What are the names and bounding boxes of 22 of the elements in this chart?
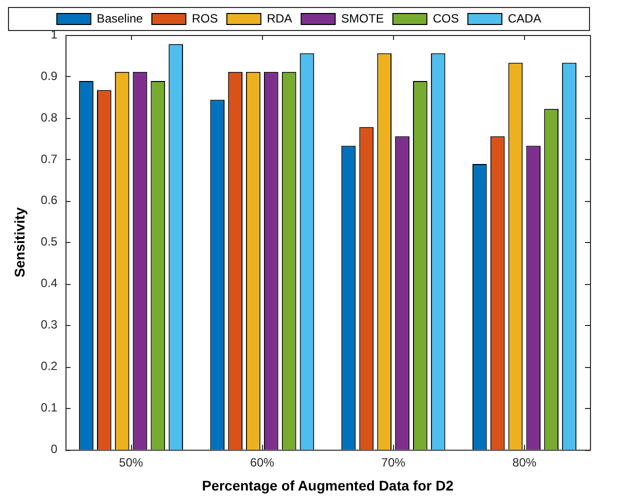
y-tick-label: 0.8 bbox=[40, 110, 58, 124]
x-axis-title: Percentage of Augmented Data for D2 bbox=[202, 477, 454, 494]
y-tick-label: 0.7 bbox=[40, 152, 58, 166]
x-tick-label: 60% bbox=[250, 455, 275, 470]
x-tick-label: 50% bbox=[119, 455, 144, 470]
legend-label: Baseline bbox=[96, 11, 144, 26]
y-tick-label: 0.3 bbox=[40, 318, 58, 332]
y-tick-label: 0 bbox=[50, 442, 58, 456]
legend-label: CADA bbox=[508, 11, 542, 26]
legend-label: SMOTE bbox=[341, 11, 384, 26]
y-tick-label: 0.9 bbox=[40, 68, 58, 83]
legend-label: ROS bbox=[192, 11, 218, 26]
y-tick-label: 0.2 bbox=[40, 359, 58, 374]
legend-label: RDA bbox=[266, 11, 292, 26]
y-tick-label: 0.1 bbox=[40, 400, 58, 415]
x-tick-label: 70% bbox=[381, 455, 406, 470]
y-tick-label: 0.6 bbox=[40, 193, 58, 208]
y-axis-title: Sensitivity bbox=[11, 207, 28, 278]
x-tick-label: 80% bbox=[512, 455, 537, 470]
y-tick-label: 0.5 bbox=[40, 234, 58, 249]
y-tick-label: 0.4 bbox=[40, 276, 58, 290]
legend-label: COS bbox=[432, 11, 459, 26]
